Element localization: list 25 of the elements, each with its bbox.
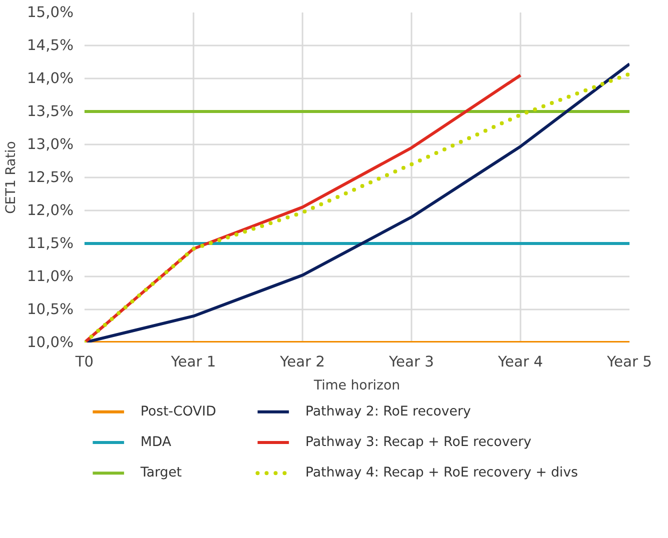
legend-label: Target bbox=[140, 466, 182, 481]
x-tick-label: Year 4 bbox=[496, 354, 544, 370]
legend-label: Pathway 4: Recap + RoE recovery + divs bbox=[305, 466, 578, 481]
y-tick-label: 13,0% bbox=[26, 136, 74, 153]
legend-label: MDA bbox=[140, 435, 172, 450]
y-tick-label: 10,0% bbox=[26, 334, 74, 351]
x-tick-label: Year 5 bbox=[606, 354, 652, 370]
y-tick-label: 12,0% bbox=[26, 202, 74, 219]
y-tick-label: 11,0% bbox=[26, 268, 74, 285]
x-tick-label: T0 bbox=[74, 354, 94, 370]
x-tick-label: Year 3 bbox=[388, 354, 434, 370]
y-tick-label: 15,0% bbox=[26, 4, 74, 21]
legend-label: Pathway 2: RoE recovery bbox=[305, 404, 471, 420]
x-axis-title: Time horizon bbox=[312, 378, 400, 394]
legend-label: Post-COVID bbox=[140, 404, 216, 420]
y-axis-title: CET1 Ratio bbox=[4, 141, 19, 214]
y-tick-label: 11,5% bbox=[26, 235, 74, 252]
y-tick-label: 10,5% bbox=[26, 301, 74, 318]
y-tick-label: 14,5% bbox=[26, 37, 74, 54]
legend-label: Pathway 3: Recap + RoE recovery bbox=[305, 435, 532, 450]
y-tick-label: 13,5% bbox=[26, 103, 74, 120]
y-tick-label: 12,5% bbox=[26, 169, 74, 186]
x-tick-label: Year 1 bbox=[170, 354, 216, 370]
y-tick-label: 14,0% bbox=[26, 70, 74, 87]
x-tick-label: Year 2 bbox=[278, 354, 326, 370]
